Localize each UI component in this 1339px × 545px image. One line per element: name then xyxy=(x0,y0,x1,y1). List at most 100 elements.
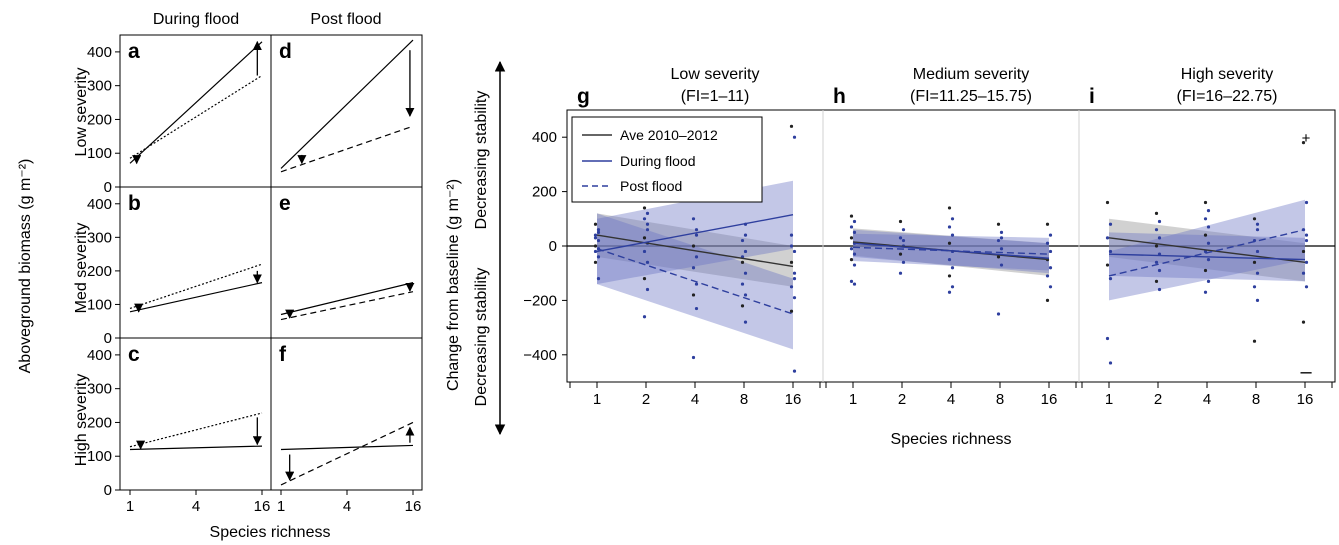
y-tick-label: −200 xyxy=(523,292,557,309)
panel-frame xyxy=(270,337,423,491)
data-point xyxy=(999,247,1004,251)
fit-line xyxy=(596,214,794,253)
data-point xyxy=(789,260,794,264)
series-line-solid xyxy=(129,41,263,164)
data-point xyxy=(691,355,696,360)
x-tick-label: 16 xyxy=(405,498,422,515)
right-figure: −400 −200 0 200 400 1 2 4 8 16 g Low severity (FI=1–… xyxy=(445,60,1336,448)
data-point xyxy=(1154,228,1159,232)
y-tick-label: 100 xyxy=(87,296,112,313)
x-tick-label: 8 xyxy=(996,391,1004,408)
data-point xyxy=(1252,339,1257,343)
col-title-during: During flood xyxy=(153,11,239,28)
data-point xyxy=(852,263,857,267)
data-point xyxy=(789,233,794,237)
y-tick-label: 400 xyxy=(87,196,112,213)
row-title-high: High severity xyxy=(73,374,90,466)
data-point xyxy=(1304,285,1309,289)
x-tick-label: 1 xyxy=(1105,391,1113,408)
data-point xyxy=(789,309,794,313)
data-point xyxy=(1203,217,1208,221)
fit-line xyxy=(1108,228,1306,277)
data-point xyxy=(645,287,650,292)
panel-frame xyxy=(270,186,423,339)
panel-a: a 0 100 200 300 400 xyxy=(87,34,272,196)
series-line-solid xyxy=(280,39,414,169)
x-tick-label: 8 xyxy=(740,391,748,408)
data-point xyxy=(740,260,745,264)
y-tick-label: 300 xyxy=(87,229,112,246)
y-tick-label: 0 xyxy=(104,179,112,196)
data-point xyxy=(1108,361,1113,365)
data-point xyxy=(1045,274,1050,278)
data-point xyxy=(947,225,952,229)
panel-title: Low severity xyxy=(671,66,760,83)
data-point xyxy=(901,260,906,264)
data-point xyxy=(691,293,696,297)
data-point xyxy=(950,266,955,270)
legend-label-flood: During flood xyxy=(620,153,696,169)
x-tick-label: 1 xyxy=(593,391,601,408)
y-tick-label: 400 xyxy=(87,347,112,364)
series-line-solid xyxy=(129,445,263,451)
x-tick-label: 2 xyxy=(1154,391,1162,408)
data-point xyxy=(792,369,797,373)
data-point xyxy=(849,258,854,262)
data-point xyxy=(691,244,696,248)
confidence-band xyxy=(853,233,1049,271)
data-point xyxy=(996,238,1001,243)
left-y-axis-label: Aboveground biomass (g m⁻²) xyxy=(17,159,34,374)
x-tick-label: 2 xyxy=(642,391,650,408)
x-tick-label: 16 xyxy=(785,391,802,408)
x-tick-label: 16 xyxy=(1041,391,1058,408)
data-point xyxy=(898,271,903,275)
data-point xyxy=(950,233,955,237)
data-point xyxy=(694,233,699,237)
x-tick-label: 4 xyxy=(343,498,351,515)
series-line-dashed xyxy=(280,421,414,486)
data-point xyxy=(898,236,903,240)
data-point xyxy=(1048,233,1053,237)
panel-title: High severity xyxy=(1181,66,1273,83)
data-point xyxy=(1157,287,1162,292)
data-point xyxy=(596,277,601,281)
data-point xyxy=(1048,285,1053,289)
data-point xyxy=(1154,260,1159,264)
data-point xyxy=(901,238,906,243)
x-tick-label: 4 xyxy=(691,391,699,408)
series-line-dashed xyxy=(280,291,414,321)
data-point xyxy=(645,222,650,226)
data-point xyxy=(694,306,699,311)
panel-e: e xyxy=(270,186,423,339)
panel-i: 1 2 4 8 16 i High severity (FI=16–22.75) xyxy=(1078,66,1333,408)
data-point xyxy=(596,230,601,234)
data-point xyxy=(645,228,650,232)
data-point xyxy=(593,249,598,254)
x-tick-label: 1 xyxy=(126,498,134,515)
panel-h: 1 2 4 8 16 h Medium severity (FI=11.25–15.75) xyxy=(822,66,1077,408)
row-title-low: Low severity xyxy=(73,68,90,157)
data-point xyxy=(999,230,1004,234)
y-tick-label: 0 xyxy=(104,330,112,347)
y-tick-label: −400 xyxy=(523,347,557,364)
data-point xyxy=(1154,211,1159,215)
y-tick-label: 300 xyxy=(87,381,112,398)
data-point xyxy=(694,282,699,286)
data-point xyxy=(852,282,857,286)
data-point xyxy=(596,238,601,243)
data-point xyxy=(593,233,598,237)
data-point xyxy=(849,247,854,251)
data-point xyxy=(593,244,598,248)
data-point xyxy=(1157,219,1162,224)
data-point xyxy=(1105,263,1110,267)
data-point xyxy=(947,258,952,262)
data-point xyxy=(1108,277,1113,281)
data-point xyxy=(1304,233,1309,237)
data-point xyxy=(743,249,748,254)
data-point xyxy=(849,236,854,240)
y-tick-label: 300 xyxy=(87,78,112,95)
data-point xyxy=(789,244,794,248)
fit-line xyxy=(852,242,1050,259)
data-point xyxy=(740,238,745,243)
data-point xyxy=(1105,200,1110,205)
